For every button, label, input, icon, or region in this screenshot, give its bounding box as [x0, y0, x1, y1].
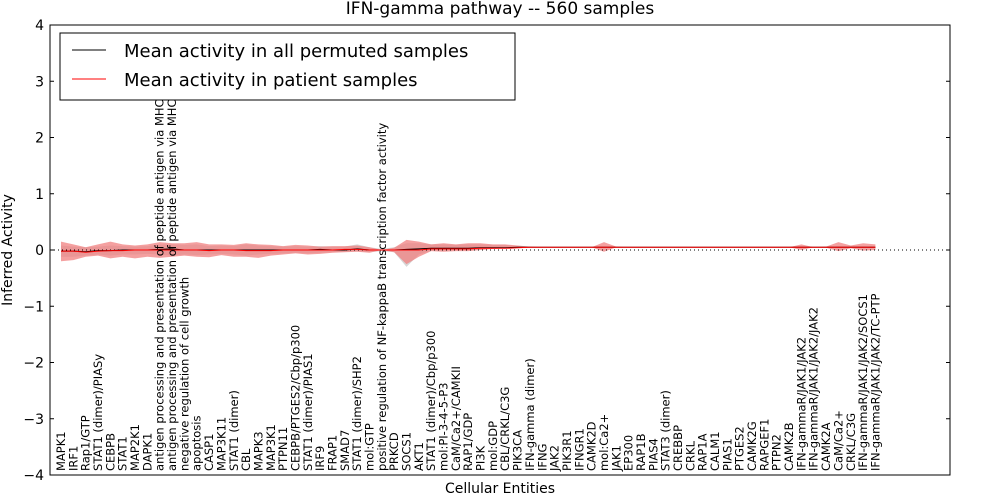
- x-tick-label: AKT1: [412, 442, 426, 471]
- x-tick-label: MAP3K1: [264, 424, 278, 471]
- x-tick-label: PIAS1: [720, 438, 734, 471]
- y-tick-label: −3: [23, 412, 44, 428]
- x-tick-label: MAP3K11: [214, 417, 228, 471]
- x-tick-label: JAK2: [548, 445, 562, 472]
- legend: Mean activity in all permuted samples Me…: [59, 32, 516, 101]
- x-tick-label: STAT1 (dimer)/PIAS1: [301, 353, 315, 471]
- x-tick-label: CaM/Ca2+/CAMKII: [449, 366, 463, 471]
- x-axis-label: Cellular Entities: [445, 481, 555, 497]
- x-tick-label: CREBBP: [671, 425, 685, 471]
- x-tick-label: IFN-gammaR/JAK1/JAK2: [794, 337, 808, 471]
- x-tick-label: IRF1: [66, 446, 80, 471]
- x-tick-label: DAPK1: [140, 433, 154, 471]
- x-tick-label: PTPN11: [276, 427, 290, 471]
- x-tick-label: CEBPB/PTGES2/Cbp/p300: [289, 325, 303, 471]
- x-tick-label: mol:Ca2+: [597, 414, 611, 471]
- bands-layer: [61, 239, 876, 267]
- x-tick-label: RAPGEF1: [757, 419, 771, 471]
- x-tick-label: IFNG: [535, 444, 549, 472]
- y-axis-label: Inferred Activity: [0, 194, 16, 306]
- x-tick-label: PTPN2: [770, 434, 784, 471]
- patient-band: [61, 239, 876, 265]
- x-tick-label: CBL: [239, 448, 253, 471]
- x-tick-label: CAMK2A: [819, 422, 833, 471]
- x-tick-label: RAP1A: [696, 433, 710, 471]
- x-tick-label: antigen processing and presentation of p…: [165, 67, 179, 471]
- x-tick-label: mol:GDP: [486, 421, 500, 471]
- x-tick-label: CEBPB: [103, 433, 117, 471]
- x-tick-label: CASP1: [202, 434, 216, 471]
- x-tick-label: IFNGR1: [572, 428, 586, 471]
- x-tick-label: positive regulation of NF-kappaB transcr…: [375, 123, 389, 471]
- x-tick-label: RAP1/GDP: [461, 413, 475, 471]
- legend-label-permuted: Mean activity in all permuted samples: [124, 41, 468, 62]
- x-tick-label: CAMK2D: [585, 421, 599, 471]
- x-tick-label: CaM/Ca2+: [831, 410, 845, 471]
- y-axis: −4 −3 −2 −1 0 1 2 3 4: [23, 18, 950, 484]
- x-tick-label: IFN-gammaR/JAK1/JAK2/SOCS1: [856, 294, 870, 471]
- x-tick-label: CAMK2B: [782, 422, 796, 471]
- x-tick-label: STAT1 (dimer)/Cbp/p300: [424, 330, 438, 471]
- x-tick-label: IFN-gamma (dimer): [523, 358, 537, 471]
- series-line-patient: [61, 246, 876, 253]
- x-tick-label: PRKCD: [387, 432, 401, 471]
- y-tick-label: 2: [35, 131, 44, 147]
- legend-label-patient: Mean activity in patient samples: [124, 70, 418, 91]
- y-tick-label: −1: [23, 299, 44, 315]
- y-tick-label: −4: [23, 468, 44, 484]
- legend-box: [59, 32, 516, 101]
- x-tick-label: EP300: [622, 435, 636, 471]
- y-tick-label: 0: [35, 243, 44, 259]
- x-tick-label: FRAP1: [326, 435, 340, 471]
- x-tick-label: STAT1 (dimer): [227, 390, 241, 471]
- x-tick-label: STAT3 (dimer): [659, 390, 673, 471]
- x-tick-label: STAT1 (dimer)/PIASy: [91, 354, 105, 471]
- x-tick-label: SOCS1: [400, 432, 414, 471]
- x-tick-label: MAPK3: [251, 431, 265, 471]
- x-tick-label: PI3K: [474, 445, 488, 471]
- x-tick-label: PIK3CA: [511, 430, 525, 471]
- x-tick-label: negative regulation of cell growth: [177, 277, 191, 471]
- x-tick-label: CAMK2G: [745, 421, 759, 471]
- lines-layer: [50, 246, 950, 253]
- x-tick-label: CRKL/C3G: [844, 413, 858, 471]
- x-tick-label: CALM1: [708, 431, 722, 471]
- x-tick-label: apoptosis: [190, 416, 204, 471]
- x-tick-label: IRF9: [313, 446, 327, 471]
- x-tick-label: STAT1 (dimer)/SHP2: [350, 356, 364, 471]
- x-tick-label: STAT1: [116, 436, 130, 471]
- x-tick-label: MAPK1: [54, 431, 68, 471]
- y-tick-label: −2: [23, 356, 44, 372]
- x-tick-label: RAP1B: [634, 433, 648, 471]
- x-tick-label: CBL/CRKL/C3G: [498, 387, 512, 471]
- x-tick-label: MAP2K1: [128, 424, 142, 471]
- y-tick-label: 1: [35, 187, 44, 203]
- x-tick-label: Rap1/GTP: [79, 415, 93, 471]
- x-tick-label: CRKL: [683, 440, 697, 471]
- x-tick-label: JAK1: [609, 445, 623, 472]
- x-tick-label: PTGES2: [733, 426, 747, 471]
- x-tick-label: IFN-gammaR/JAK1/JAK2/JAK2: [807, 307, 821, 471]
- x-tick-label: mol:GTP: [363, 423, 377, 471]
- x-tick-label: antigen processing and presentation of p…: [153, 67, 167, 471]
- x-tick-label: IFN-gammaR/JAK1/JAK2/TC-PTP: [868, 293, 882, 470]
- chart-title: IFN-gamma pathway -- 560 samples: [346, 0, 655, 19]
- y-tick-label: 4: [35, 18, 44, 34]
- y-tick-label: 3: [35, 74, 44, 90]
- x-tick-label: PIAS4: [646, 438, 660, 471]
- x-tick-label: PIK3R1: [560, 430, 574, 471]
- x-tick-label: mol:PI-3-4-5-P3: [437, 383, 451, 471]
- x-tick-label: SMAD7: [338, 430, 352, 471]
